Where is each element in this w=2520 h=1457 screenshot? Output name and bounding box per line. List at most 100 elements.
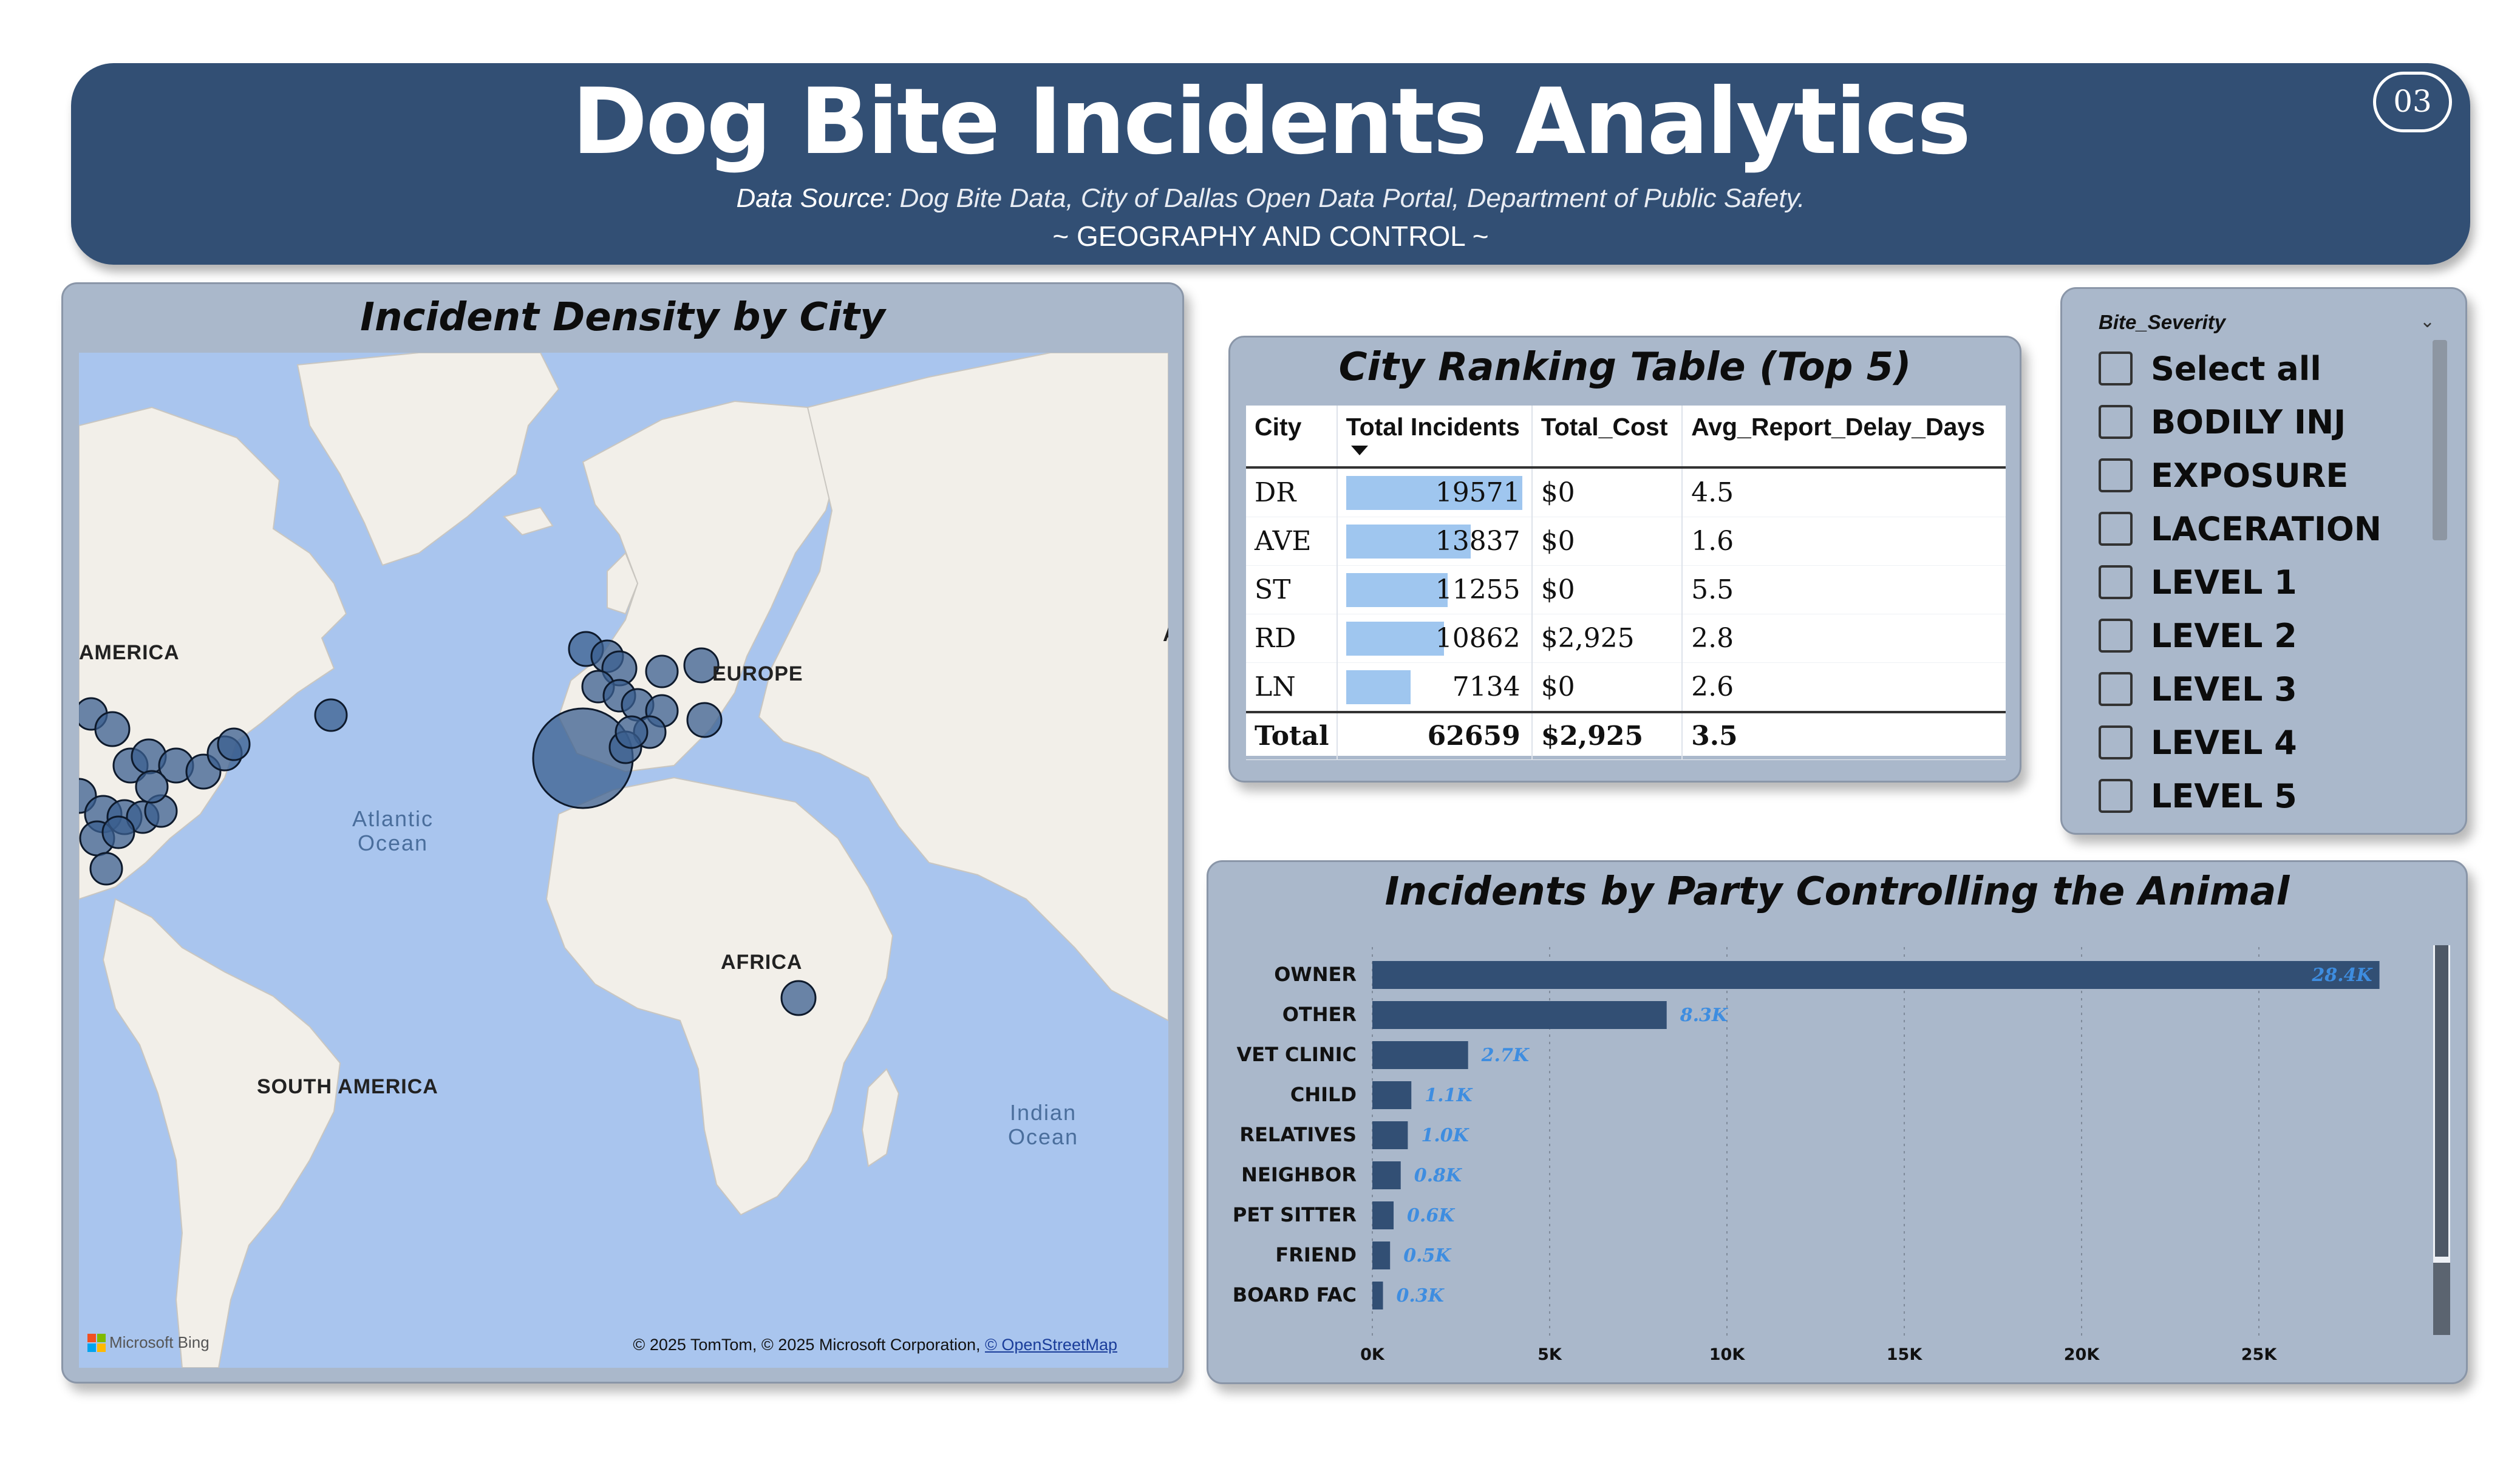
bar-pet-sitter[interactable]: [1372, 1201, 1394, 1229]
data-source-label: Data Source:: [736, 183, 893, 213]
slicer-item-label: LEVEL 2: [2151, 616, 2297, 655]
checkbox[interactable]: [2099, 672, 2133, 706]
incidents-cell: 7134: [1337, 662, 1533, 713]
bar-other[interactable]: [1372, 1001, 1667, 1029]
checkbox[interactable]: [2099, 352, 2133, 385]
table-row[interactable]: LN 7134 $0 2.6: [1246, 662, 2006, 713]
column-header-total-incidents[interactable]: Total Incidents: [1337, 406, 1533, 467]
slicer-item[interactable]: LEVEL 2: [2099, 614, 2297, 657]
slicer-scrollbar[interactable]: [2433, 340, 2447, 540]
incidents-cell: 19571: [1337, 467, 1533, 517]
cost-cell: $0: [1531, 517, 1683, 566]
checkbox[interactable]: [2099, 619, 2133, 653]
incidents-value: 13837: [1435, 526, 1521, 557]
checkbox[interactable]: [2099, 512, 2133, 546]
checkbox[interactable]: [2099, 565, 2133, 599]
openstreetmap-link[interactable]: © OpenStreetMap: [984, 1336, 1117, 1354]
incidents-data-bar: [1346, 525, 1471, 559]
chevron-down-icon[interactable]: ⌄: [2419, 311, 2435, 331]
category-label: PET SITTER: [1233, 1203, 1357, 1226]
delay-cell: 4.5: [1682, 467, 2006, 517]
incidents-value: 10862: [1435, 623, 1521, 654]
incidents-value: 19571: [1435, 477, 1521, 508]
category-label: OTHER: [1282, 1003, 1357, 1026]
slicer-item[interactable]: LEVEL 1: [2099, 561, 2297, 603]
cost-cell: $0: [1531, 662, 1683, 713]
column-header-city[interactable]: City: [1246, 406, 1338, 467]
slicer-title: Bite_Severity: [2099, 311, 2226, 333]
incidents-data-bar: [1346, 476, 1522, 510]
cost-cell: $2,925: [1531, 614, 1683, 663]
category-label: VET CLINIC: [1236, 1043, 1357, 1066]
slicer-item[interactable]: EXPOSURE: [2099, 454, 2348, 497]
incidents-bar-wrap: 13837: [1338, 517, 1531, 565]
slicer-item[interactable]: LEVEL 4: [2099, 721, 2297, 764]
city-cell: ST: [1246, 565, 1338, 614]
data-source: Data Source: Dog Bite Data, City of Dall…: [71, 183, 2470, 214]
checkbox[interactable]: [2099, 779, 2133, 813]
map-label-north-america: AMERICA: [79, 641, 180, 664]
landmass-madagascar: [861, 1068, 900, 1167]
bar-friend[interactable]: [1372, 1241, 1391, 1269]
slicer-item[interactable]: BODILY INJ: [2099, 401, 2346, 443]
map-bubble: [686, 702, 723, 738]
slicer-item[interactable]: LEVEL 5: [2099, 775, 2297, 817]
table-title: City Ranking Table (Top 5): [1338, 345, 1912, 390]
incidents-cell: 13837: [1337, 517, 1533, 566]
bar-neighbor[interactable]: [1372, 1161, 1401, 1189]
incidents-data-bar: [1346, 670, 1411, 704]
delay-cell: 5.5: [1682, 565, 2006, 614]
map-label-indian: Indian Ocean: [1008, 1100, 1079, 1149]
total-delay: 3.5: [1682, 712, 2006, 760]
incidents-cell: 10862: [1337, 614, 1533, 663]
table-row[interactable]: ST 11255 $0 5.5: [1246, 565, 2006, 614]
table-row[interactable]: DR 19571 $0 4.5: [1246, 467, 2006, 517]
landmass-asia: [758, 353, 1168, 1022]
category-label: RELATIVES: [1239, 1123, 1357, 1146]
map-label-africa: AFRICA: [721, 951, 803, 974]
data-source-text: Dog Bite Data, City of Dallas Open Data …: [892, 183, 1805, 213]
incidents-bar-wrap: 10862: [1338, 614, 1531, 662]
incidents-value: 11255: [1435, 574, 1521, 605]
incidents-bar-wrap: 19571: [1338, 469, 1531, 517]
map-label-south-america: SOUTH AMERICA: [257, 1075, 438, 1098]
slicer-item[interactable]: LACERATION: [2099, 508, 2382, 550]
chart-scrollbar-lower[interactable]: [2433, 1263, 2450, 1335]
slicer-item-label: LEVEL 5: [2151, 776, 2297, 815]
landmass-iceland: [503, 506, 554, 536]
city-ranking-table-container: City Total Incidents Total_Cost Avg_Repo…: [1246, 406, 2006, 760]
sort-descending-icon: [1350, 446, 1368, 455]
map-bubble: [89, 852, 123, 886]
data-label: 0.5K: [1403, 1245, 1452, 1266]
map-canvas: [79, 353, 1168, 1368]
checkbox[interactable]: [2099, 405, 2133, 439]
slicer-item[interactable]: Select all: [2099, 347, 2321, 390]
total-cost: $2,925: [1531, 712, 1683, 760]
bing-logo: Microsoft Bing: [87, 1333, 209, 1352]
slicer-item-label: LEVEL 1: [2151, 563, 2297, 602]
incident-map[interactable]: AMERICA EUROPE AFRICA SOUTH AMERICA A At…: [79, 353, 1168, 1368]
page-number-badge: 03: [2373, 72, 2452, 132]
incidents-bar-wrap: 7134: [1338, 663, 1531, 711]
slicer-item-label: Select all: [2151, 349, 2321, 388]
dashboard-header: Dog Bite Incidents Analytics Data Source…: [71, 63, 2470, 265]
column-header-total-cost[interactable]: Total_Cost: [1531, 406, 1683, 467]
slicer-item-label: EXPOSURE: [2151, 456, 2349, 495]
checkbox[interactable]: [2099, 725, 2133, 759]
map-bubble: [645, 654, 679, 688]
column-header-avg-report-delay[interactable]: Avg_Report_Delay_Days: [1691, 413, 1985, 441]
chart-scrollbar-thumb[interactable]: [2435, 945, 2448, 1257]
category-label: NEIGHBOR: [1241, 1163, 1357, 1186]
table-row[interactable]: AVE 13837 $0 1.6: [1246, 517, 2006, 566]
city-ranking-panel: City Ranking Table (Top 5) City Total In…: [1228, 336, 2021, 783]
bar-vet-clinic[interactable]: [1372, 1041, 1468, 1069]
bar-relatives[interactable]: [1372, 1121, 1408, 1149]
bar-owner[interactable]: [1372, 961, 2380, 989]
bar-board-fac[interactable]: [1372, 1282, 1383, 1309]
table-row[interactable]: RD 10862 $2,925 2.8: [1246, 614, 2006, 663]
dashboard-title: Dog Bite Incidents Analytics: [571, 69, 1971, 175]
bar-child[interactable]: [1372, 1081, 1412, 1109]
slicer-item-label: LEVEL 4: [2151, 723, 2297, 762]
slicer-item[interactable]: LEVEL 3: [2099, 668, 2297, 710]
checkbox[interactable]: [2099, 458, 2133, 492]
